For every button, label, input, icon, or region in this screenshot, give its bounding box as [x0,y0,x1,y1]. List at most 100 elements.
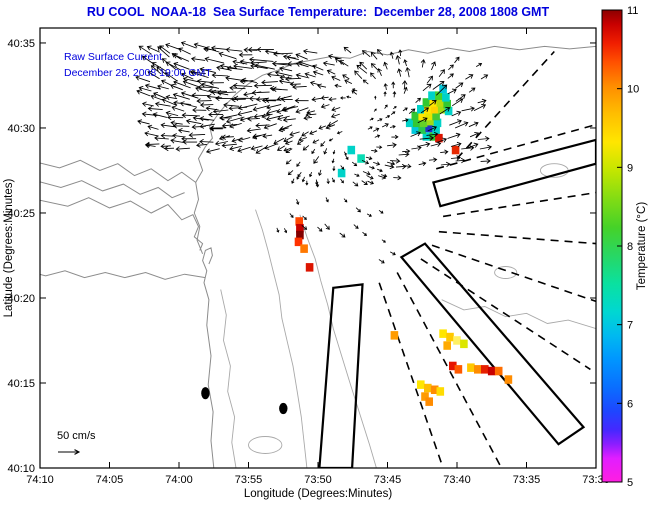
x-tick-label: 74:05 [96,474,124,486]
sst-cell [432,111,440,121]
coastline-path [40,159,196,183]
land-dot [279,402,288,415]
sst-cell [425,111,433,121]
sst-cell [430,105,439,114]
sst-cell [425,397,433,406]
sst-cell [429,132,438,141]
colorbar-tick-label: 7 [627,320,633,332]
colorbar-tick-label: 10 [627,84,639,96]
sst-cell [294,237,303,247]
bathymetry-loop [494,266,518,279]
sst-cell [437,105,446,114]
axes-layer: 74:10 74:05 74:00 73:55 73:50 73:45 73:40 73:35… [7,27,610,486]
bathymetry-contour [220,289,237,468]
current-vectors [135,41,493,264]
colorbar-layer: 5 6 7 8 9 10 11 [601,5,639,489]
sst-cell [487,366,496,376]
dashed-lane-line [420,258,591,371]
sst-cell [357,154,365,163]
bathymetry-contour [255,209,308,468]
sst-cell [436,387,445,396]
sst-cell [442,93,450,102]
sst-cell [453,336,461,345]
coastline-path [193,182,204,254]
coastline-path [195,45,596,183]
x-tick-label: 73:40 [443,474,471,486]
sst-cells [294,84,513,406]
land-dot [201,387,210,400]
sst-cell [417,380,425,389]
sst-cell [422,132,431,141]
sst-cell [296,230,304,240]
coastline-path [202,247,215,468]
traffic-lane-polygon [432,138,596,208]
sst-cell [425,123,433,133]
annotation-current-datetime: December 28, 2008 19:00 GMT [64,67,212,79]
sst-cell [454,365,463,374]
x-tick-label: 73:35 [513,474,541,486]
map-layers [40,41,596,468]
x-tick-label: 73:50 [304,474,332,486]
sst-cell [474,365,482,374]
sst-cell [412,118,421,128]
sst-cell [417,105,425,114]
sst-cell [494,366,503,376]
traffic-lane-polygon [399,242,586,446]
y-axis-label: Latitude (Degrees:Minutes) [3,178,15,317]
sst-cell [390,331,399,340]
sst-cell [481,365,489,374]
colorbar-tick-label: 8 [627,241,633,253]
bathymetry-contour [441,299,596,330]
sst-cell [504,375,513,384]
sst-cell [443,341,451,350]
sst-cell [446,332,454,342]
sst-cell [295,217,303,226]
sst-cell [421,392,429,401]
colorbar-label: Temperature (°C) [636,202,648,290]
sst-cell [451,145,460,155]
x-axis-label: Longitude (Degrees:Minutes) [244,488,392,500]
sst-cell [422,98,431,107]
sst-cell [435,133,443,143]
sst-cell [435,91,443,100]
coastline-path [40,180,185,199]
y-tick-label: 40:35 [7,38,35,50]
dashed-lane-line [431,244,596,303]
sst-cell [432,125,440,134]
sst-cell [300,244,308,253]
y-tick-label: 40:10 [7,463,35,475]
x-tick-label: 74:00 [165,474,193,486]
bathymetry-loop [248,436,283,454]
scale-arrow-icon [58,449,81,455]
colorbar-tick-label: 6 [627,398,633,410]
scale-arrow-label: 50 cm/s [57,430,96,442]
y-tick-label: 40:15 [7,378,35,390]
sst-cell [430,385,439,394]
annotation-raw-surface-current: Raw Surface Current [64,51,163,63]
figure-title: RU COOL NOAA-18 Sea Surface Temperature:… [86,5,550,19]
x-tick-label: 73:45 [374,474,402,486]
dashed-lane-line [456,50,555,160]
sst-cell [436,98,445,107]
dashed-lane-line [378,282,444,468]
bathymetry-contour [299,214,377,468]
dashed-lane-line [396,272,503,468]
sst-cell [439,329,447,338]
sst-cell [337,168,346,178]
sst-cell [449,361,457,371]
sst-cell [296,224,304,233]
sst-cell [411,111,420,121]
sst-cell [347,145,356,155]
y-tick-label: 40:25 [7,208,35,220]
sst-cell [428,91,436,100]
y-tick-label: 40:30 [7,123,35,135]
sst-cell [419,118,428,128]
x-tick-label: 74:10 [26,474,54,486]
sst-cell [411,125,420,134]
sst-cell [418,125,426,134]
sst-cell [467,363,475,372]
coastline-path [40,197,204,251]
colorbar-tick-label: 5 [627,477,633,489]
